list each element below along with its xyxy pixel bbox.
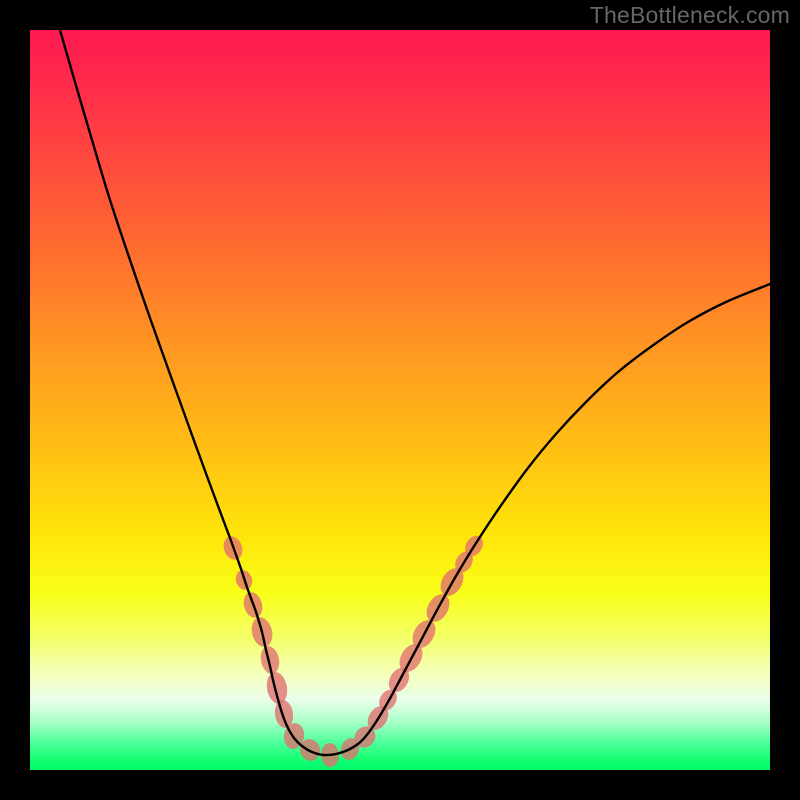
chart-root: TheBottleneck.com bbox=[0, 0, 800, 800]
watermark-label: TheBottleneck.com bbox=[590, 2, 790, 29]
bottleneck-chart bbox=[0, 0, 800, 800]
